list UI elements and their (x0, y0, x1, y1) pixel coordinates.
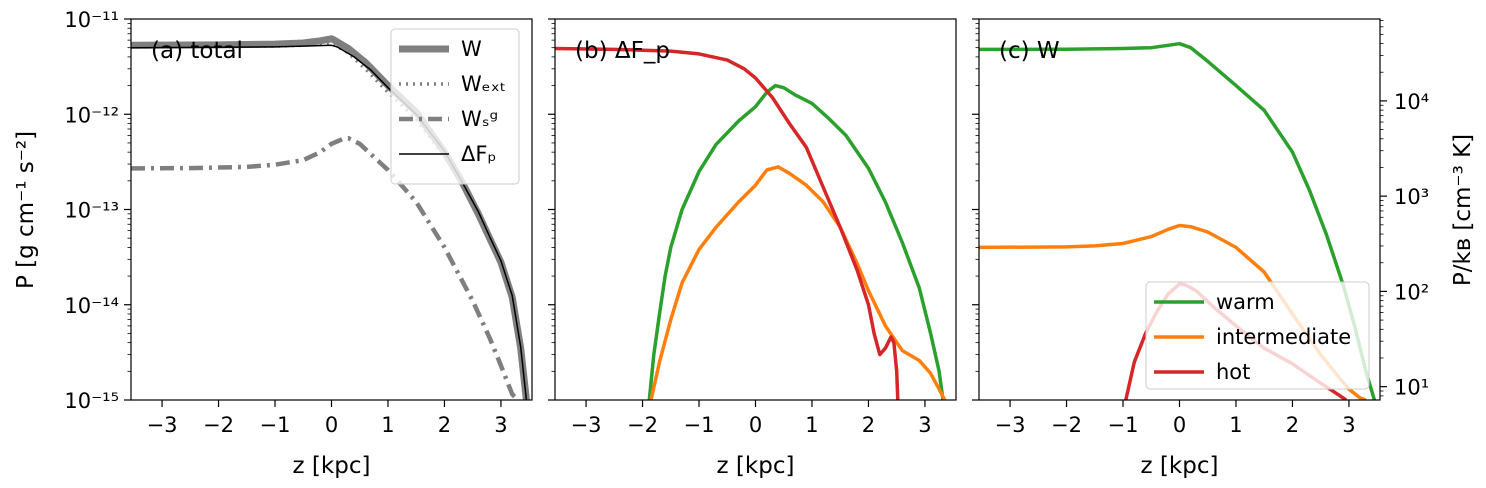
y2-axis-label: P/kʙ [cm⁻³ K] (1450, 134, 1476, 286)
x-tick-label: 1 (805, 413, 818, 437)
x-axis-label: z [kpc] (717, 453, 795, 479)
legend-box (1145, 281, 1370, 390)
y2-tick-label: 10³ (1394, 185, 1429, 209)
x-tick-label: −3 (995, 413, 1026, 437)
y-tick-label: 10⁻¹¹ (64, 8, 119, 32)
panel-label: (b) ΔF_p (575, 38, 670, 64)
x-tick-label: 1 (381, 413, 394, 437)
legend-label: ΔFₚ (461, 142, 496, 166)
x-tick-label: 0 (1173, 413, 1186, 437)
panel-label: (c) W (999, 38, 1060, 64)
x-tick-label: −1 (260, 413, 291, 437)
legend-box (390, 28, 520, 185)
x-tick-label: −2 (627, 413, 658, 437)
y-axis-label: P [g cm⁻¹ s⁻²] (13, 131, 39, 289)
x-tick-label: −3 (147, 413, 178, 437)
series-group (555, 46, 947, 400)
x-tick-label: 0 (325, 413, 338, 437)
x-tick-label: 0 (749, 413, 762, 437)
panel-2: −3 −2 −1 0 1 2 3 z [kpc] (c) W 10¹ 10² 10³ 10⁴ P/kʙ [… (972, 18, 1476, 479)
legend-label: hot (1216, 360, 1250, 384)
x-tick-label: 2 (862, 413, 875, 437)
y2-tick-label: 10⁴ (1394, 90, 1429, 114)
y-tick-label: 10⁻¹³ (64, 199, 119, 223)
legend-label: Wₑₓₜ (461, 72, 506, 96)
x-tick-label: 3 (494, 413, 507, 437)
panel-1: −3 −2 −1 0 1 2 3 z [kpc] (b) ΔF_p (548, 18, 957, 479)
x-axis-label: z [kpc] (1141, 453, 1219, 479)
x-tick-label: 1 (1229, 413, 1242, 437)
y-tick-label: 10⁻¹⁵ (64, 389, 119, 413)
y2-tick-label: 10¹ (1394, 376, 1429, 400)
x-tick-label: −3 (571, 413, 602, 437)
series-line-w-ext (131, 41, 529, 400)
x-tick-label: −1 (1108, 413, 1139, 437)
x-tick-label: 3 (1342, 413, 1355, 437)
x-tick-label: −1 (684, 413, 715, 437)
panel-label: (a) total (151, 38, 243, 64)
x-tick-label: −2 (1051, 413, 1082, 437)
x-tick-label: 3 (918, 413, 931, 437)
legend-label: W (461, 37, 482, 61)
legend-label: warm (1216, 290, 1275, 314)
panel-0: −3 −2 −1 0 1 2 3 10⁻¹⁵ 10⁻¹⁴ 10⁻¹³ 10⁻¹² 10⁻¹¹ z [kp… (13, 8, 533, 479)
y-tick-label: 10⁻¹⁴ (64, 294, 119, 318)
legend-label: Wₛᵍ (461, 107, 498, 131)
x-tick-label: 2 (438, 413, 451, 437)
series-line-intermediate (649, 165, 947, 400)
series-line-warm (647, 83, 945, 400)
legend-label: intermediate (1216, 325, 1351, 349)
series-line-w-sg (131, 135, 520, 400)
series-line-hot (555, 46, 900, 400)
x-axis-label: z [kpc] (293, 453, 371, 479)
x-tick-label: −2 (203, 413, 234, 437)
y2-tick-label: 10² (1394, 280, 1429, 304)
y-tick-label: 10⁻¹² (64, 103, 119, 127)
x-tick-label: 2 (1286, 413, 1299, 437)
